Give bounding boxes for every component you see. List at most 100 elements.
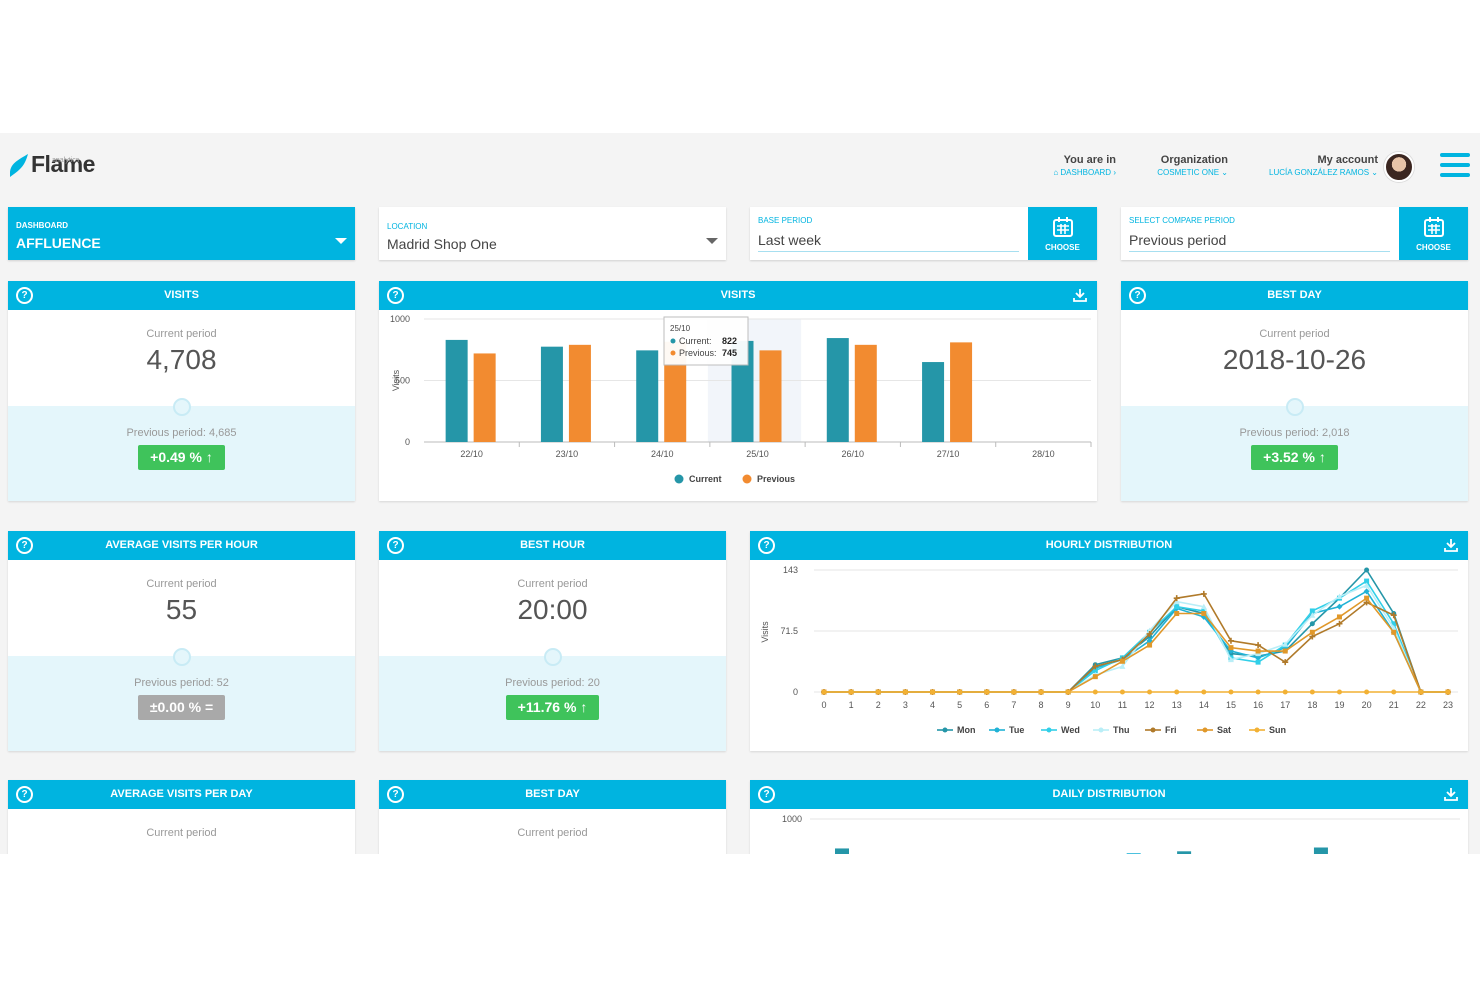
dashboard-app: Flame analytics You are in ⌂ DASHBOARD ›… — [0, 133, 1480, 854]
y-tick-label: 500 — [395, 376, 410, 386]
card-title: VISITS — [720, 289, 756, 301]
card-title: BEST HOUR — [520, 539, 585, 551]
you-are-in-title: You are in — [1063, 154, 1116, 166]
help-circle-icon[interactable]: ? — [387, 287, 404, 304]
point-thu — [1173, 598, 1180, 605]
x-tick-label: 17 — [1280, 700, 1290, 710]
x-tick-label: 21 — [1389, 700, 1399, 710]
x-tick-label: 9 — [1066, 700, 1071, 710]
point-wed — [1255, 659, 1261, 665]
help-circle-icon[interactable]: ? — [1129, 287, 1146, 304]
x-tick-label: 22/10 — [460, 449, 483, 459]
home-icon: ⌂ — [1053, 168, 1059, 177]
bar-current — [922, 362, 945, 442]
field-underline — [1129, 251, 1390, 252]
organization-selector[interactable]: Organization COSMETIC ONE ⌄ — [1146, 153, 1228, 179]
x-tick-label: 15 — [1226, 700, 1236, 710]
breadcrumb-dashboard-link[interactable]: ⌂ DASHBOARD › — [1036, 167, 1116, 179]
point-thu — [1336, 593, 1343, 599]
point-fri — [1390, 612, 1397, 619]
legend-marker — [742, 474, 752, 484]
location-selector[interactable]: LOCATION Madrid Shop One — [379, 207, 726, 260]
compare-period-label: SELECT COMPARE PERIOD — [1129, 216, 1235, 225]
avg-visits-hour-card: ? AVERAGE VISITS PER HOUR Current period 5… — [8, 531, 355, 751]
download-icon[interactable] — [1073, 288, 1087, 302]
legend-label: Sat — [1217, 725, 1231, 735]
tooltip-date: 25/10 — [670, 324, 691, 333]
brand-name: Flame — [31, 151, 95, 177]
compare-period-choose-button[interactable]: CHOOSE — [1399, 207, 1468, 260]
current-period-label: Current period — [146, 328, 217, 340]
tooltip-box — [663, 316, 749, 366]
point-tue — [1255, 654, 1262, 661]
point-sun — [1309, 689, 1315, 695]
dashboard-selector[interactable]: DASHBOARD AFFLUENCE — [8, 207, 355, 260]
organization-link[interactable]: COSMETIC ONE ⌄ — [1146, 167, 1228, 179]
delta-badge: +0.49 % ↑ — [138, 445, 225, 470]
x-tick-label: 3 — [903, 700, 908, 710]
card-header: ? BEST DAY — [379, 780, 726, 809]
card-header: ? BEST DAY — [1121, 281, 1468, 310]
point-sun — [1445, 689, 1451, 695]
point-sun — [902, 689, 908, 695]
legend-marker — [674, 474, 684, 484]
top-bar: Flame analytics You are in ⌂ DASHBOARD ›… — [0, 133, 1480, 203]
point-wed — [1174, 604, 1180, 610]
avatar[interactable] — [1384, 152, 1414, 182]
card-title: AVERAGE VISITS PER DAY — [110, 788, 253, 800]
base-period-field[interactable]: BASE PERIOD Last week CHOOSE — [750, 207, 1097, 260]
x-tick-label: 16 — [1253, 700, 1263, 710]
bar-previous — [759, 350, 782, 442]
point-sat — [1228, 645, 1234, 651]
menu-icon[interactable] — [1440, 153, 1470, 179]
point-tue — [1336, 603, 1343, 610]
delta-badge: +11.76 % ↑ — [505, 695, 600, 720]
point-sun — [1391, 689, 1397, 695]
help-circle-icon[interactable]: ? — [16, 287, 33, 304]
brand-logo[interactable]: Flame — [8, 151, 95, 179]
point-sun — [1092, 689, 1098, 695]
point-thu — [1282, 641, 1289, 647]
previous-period-label: Previous period: 52 — [134, 677, 229, 689]
x-tick-label: 5 — [957, 700, 962, 710]
help-circle-icon[interactable]: ? — [758, 786, 775, 803]
legend-label: Fri — [1165, 725, 1177, 735]
point-fri — [1282, 659, 1289, 666]
point-sat — [1391, 629, 1397, 635]
compare-period-field[interactable]: SELECT COMPARE PERIOD Previous period CH… — [1121, 207, 1468, 260]
x-tick-label: 13 — [1172, 700, 1182, 710]
point-wed — [1309, 608, 1315, 614]
tooltip-current-marker — [670, 338, 676, 344]
download-icon[interactable] — [1444, 787, 1458, 801]
legend-label: Sun — [1269, 725, 1286, 735]
point-sun — [1201, 689, 1207, 695]
point-thu — [1200, 603, 1207, 610]
organization-title: Organization — [1160, 154, 1228, 166]
help-circle-icon[interactable]: ? — [16, 537, 33, 554]
calendar-icon — [1424, 217, 1444, 237]
point-sun — [957, 689, 963, 695]
point-sat — [1174, 611, 1180, 617]
account-link[interactable]: LUCÍA GONZÁLEZ RAMOS ⌄ — [1248, 167, 1378, 179]
y-tick-label: 71.5 — [780, 626, 798, 636]
previous-period-label: Previous period: 20 — [505, 677, 600, 689]
help-circle-icon[interactable]: ? — [387, 537, 404, 554]
help-circle-icon[interactable]: ? — [758, 537, 775, 554]
best-hour-card: ? BEST HOUR Current period 20:00 Previous … — [379, 531, 726, 751]
account-menu[interactable]: My account LUCÍA GONZÁLEZ RAMOS ⌄ — [1248, 153, 1378, 179]
point-sun — [1418, 689, 1424, 695]
bar — [835, 848, 849, 854]
card-header: ? BEST HOUR — [379, 531, 726, 560]
base-period-choose-button[interactable]: CHOOSE — [1028, 207, 1097, 260]
download-icon[interactable] — [1444, 538, 1458, 552]
hourly-distribution-card: ? HOURLY DISTRIBUTION 0 71.5 143 Visits 0 1 2 3 4… — [750, 531, 1468, 751]
help-circle-icon[interactable]: ? — [387, 786, 404, 803]
point-fri — [1173, 595, 1180, 602]
point-sun — [1228, 689, 1234, 695]
card-header: ? AVERAGE VISITS PER DAY — [8, 780, 355, 809]
legend-marker — [994, 727, 1000, 733]
x-tick-label: 23/10 — [556, 449, 579, 459]
point-tue — [1363, 588, 1370, 595]
help-circle-icon[interactable]: ? — [16, 786, 33, 803]
legend-label: Tue — [1009, 725, 1024, 735]
